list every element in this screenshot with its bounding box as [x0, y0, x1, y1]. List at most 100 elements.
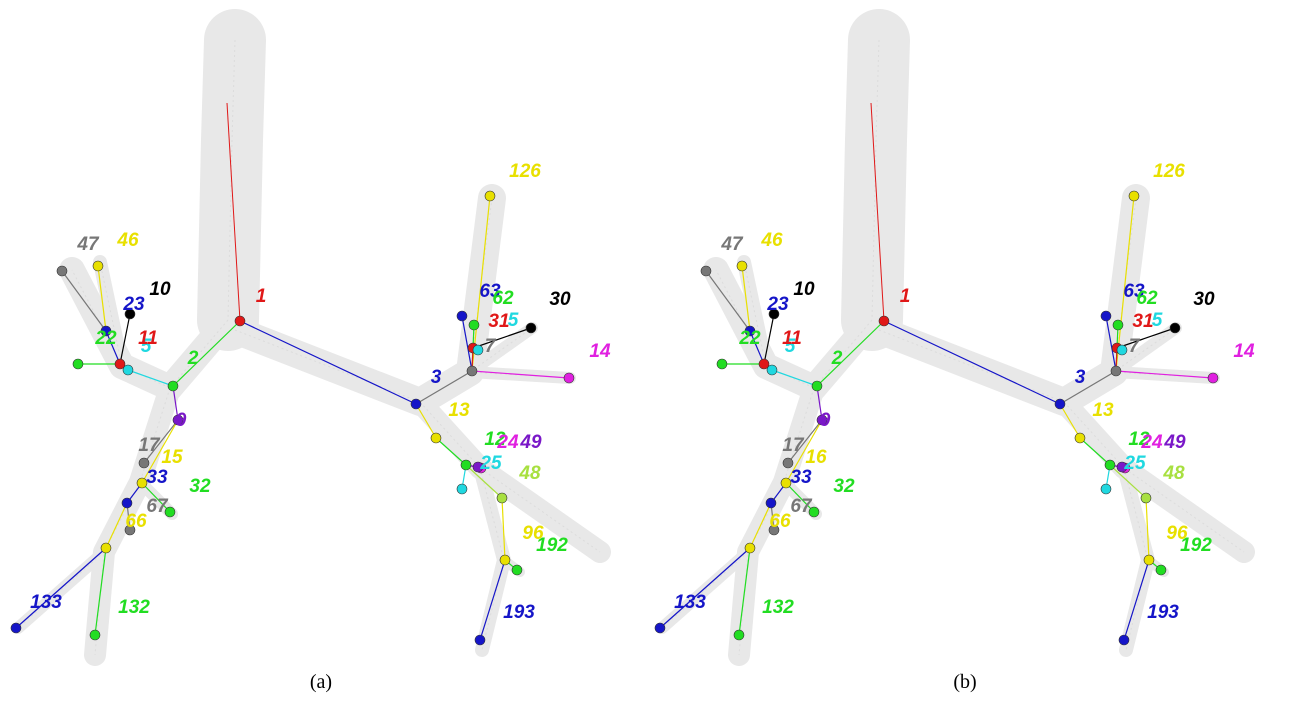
node — [1111, 366, 1121, 376]
node-label: 30 — [1193, 289, 1215, 310]
node-label: 3 — [431, 367, 442, 388]
node — [1144, 555, 1154, 565]
node-label: 7 — [1129, 336, 1141, 357]
node-label: 48 — [518, 463, 541, 484]
node — [526, 323, 536, 333]
node-label: 33 — [790, 467, 812, 488]
node-label: 67 — [146, 496, 169, 517]
node-label: 25 — [479, 453, 502, 474]
node-label: 126 — [509, 161, 541, 182]
node-label: 132 — [762, 597, 794, 618]
node — [235, 316, 245, 326]
node-label: 1 — [256, 286, 267, 307]
node-label: 47 — [720, 234, 744, 255]
node — [1113, 320, 1123, 330]
node — [512, 565, 522, 575]
node-label: 22 — [738, 328, 761, 349]
node — [57, 266, 67, 276]
node-label: 17 — [782, 435, 805, 456]
node — [766, 498, 776, 508]
node — [101, 543, 111, 553]
node-label: 192 — [536, 535, 568, 556]
node-label: 48 — [1162, 463, 1185, 484]
node-label: 22 — [94, 328, 117, 349]
node-label: 13 — [448, 400, 470, 421]
airway — [420, 402, 600, 552]
caption: (b) — [953, 671, 976, 693]
panel: 1231371266362313051412244925489619219351… — [655, 40, 1255, 693]
airway — [879, 198, 1136, 402]
node — [73, 359, 83, 369]
node — [168, 381, 178, 391]
node-label: 62 — [1136, 288, 1158, 309]
node-label: 31 — [1132, 311, 1153, 332]
edge — [240, 321, 416, 404]
node — [90, 630, 100, 640]
node — [734, 630, 744, 640]
node — [467, 366, 477, 376]
node — [1170, 323, 1180, 333]
node-label: 5 — [1152, 310, 1163, 331]
node — [497, 493, 507, 503]
node — [93, 261, 103, 271]
node-label: 9 — [820, 410, 831, 431]
node-label: 14 — [1233, 341, 1255, 362]
node-label: 46 — [760, 230, 783, 251]
node-label: 66 — [125, 511, 147, 532]
node-label: 16 — [805, 447, 827, 468]
node-label: 32 — [833, 476, 855, 497]
node-label: 49 — [1163, 432, 1186, 453]
node-label: 193 — [1147, 602, 1179, 623]
node-label: 10 — [149, 279, 171, 300]
node-label: 66 — [769, 511, 791, 532]
node-label: 15 — [161, 447, 183, 468]
airway — [1064, 402, 1244, 552]
node-label: 24 — [1140, 432, 1163, 453]
node-label: 14 — [589, 341, 611, 362]
node — [1119, 635, 1129, 645]
node — [1141, 493, 1151, 503]
node-label: 10 — [793, 279, 815, 300]
node — [431, 433, 441, 443]
node-label: 47 — [76, 234, 100, 255]
node — [500, 555, 510, 565]
figure: 1231371266362313051412244925489619219351… — [0, 0, 1289, 704]
node-label: 3 — [1075, 367, 1086, 388]
node — [701, 266, 711, 276]
node-label: 17 — [138, 435, 161, 456]
node — [473, 345, 483, 355]
node-label: 133 — [674, 592, 706, 613]
node-label: 62 — [492, 288, 514, 309]
node — [469, 320, 479, 330]
airway — [235, 198, 492, 402]
node-label: 1 — [900, 286, 911, 307]
node-label: 5 — [508, 310, 519, 331]
node — [11, 623, 21, 633]
node — [1101, 484, 1111, 494]
node-label: 9 — [176, 410, 187, 431]
node — [759, 359, 769, 369]
node — [564, 373, 574, 383]
node — [812, 381, 822, 391]
node-label: 133 — [30, 592, 62, 613]
edge — [884, 321, 1060, 404]
node-label: 33 — [146, 467, 168, 488]
node-label: 31 — [488, 311, 509, 332]
node-label: 2 — [187, 348, 199, 369]
node — [475, 635, 485, 645]
node-label: 24 — [496, 432, 519, 453]
node-label: 23 — [766, 294, 789, 315]
node — [485, 191, 495, 201]
node — [1105, 460, 1115, 470]
node — [1208, 373, 1218, 383]
node-label: 2 — [831, 348, 843, 369]
node-label: 23 — [122, 294, 145, 315]
node-label: 192 — [1180, 535, 1212, 556]
node-label: 30 — [549, 289, 571, 310]
node — [1129, 191, 1139, 201]
node — [457, 311, 467, 321]
node — [717, 359, 727, 369]
panel: 1231371266362313051412244925489619219351… — [11, 40, 611, 693]
node-label: 132 — [118, 597, 150, 618]
node — [461, 460, 471, 470]
